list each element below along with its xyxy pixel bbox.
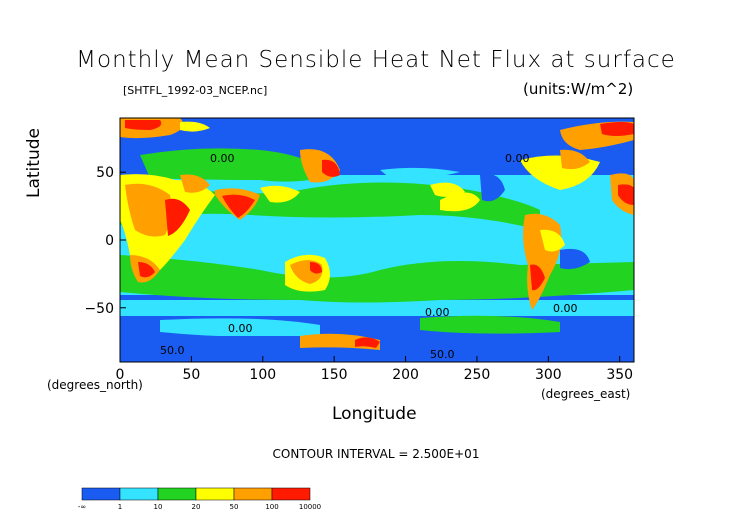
- colorbar-label: 10: [154, 503, 163, 511]
- x-tick-label: 350: [606, 367, 633, 383]
- axis-ticks: 0 50 100 150 200 250 300 350 −50 0 50: [84, 165, 633, 383]
- contour-label: 0.00: [505, 152, 530, 165]
- colorbar-label: 10000: [299, 503, 321, 511]
- contour-label: 0.00: [425, 306, 450, 319]
- colorbar-label: 1: [118, 503, 122, 511]
- chart-title: Monthly Mean Sensible Heat Net Flux at s…: [76, 47, 676, 73]
- y-tick-label: 0: [105, 233, 114, 249]
- x-axis-label: Longitude: [332, 404, 417, 424]
- y-axis-label: Latitude: [24, 128, 44, 198]
- y-tick-label: 50: [96, 165, 114, 181]
- x-units-label: (degrees_east): [541, 387, 631, 401]
- file-label: [SHTFL_1992-03_NCEP.nc]: [123, 84, 268, 97]
- colorbar-label: 20: [192, 503, 201, 511]
- flux-field: [120, 118, 634, 362]
- units-label: (units:W/m^2): [523, 80, 634, 98]
- x-tick-label: 50: [182, 367, 200, 383]
- x-tick-label: 150: [321, 367, 348, 383]
- contour-label: 50.0: [430, 348, 455, 361]
- colorbar: -∞ 1 10 20 50 100 10000: [78, 487, 321, 511]
- y-tick-label: −50: [84, 301, 114, 317]
- colorbar-label: 50: [230, 503, 239, 511]
- contour-interval: CONTOUR INTERVAL = 2.500E+01: [272, 447, 480, 461]
- contour-label: 50.0: [160, 344, 185, 357]
- colorbar-swatch: [157, 487, 197, 501]
- x-tick-label: 0: [116, 367, 125, 383]
- x-tick-label: 200: [392, 367, 419, 383]
- colorbar-swatch: [195, 487, 235, 501]
- y-units-label: (degrees_north): [47, 378, 143, 392]
- colorbar-label: 100: [265, 503, 278, 511]
- x-tick-label: 300: [535, 367, 562, 383]
- x-tick-label: 250: [464, 367, 491, 383]
- colorbar-label: -∞: [78, 503, 86, 511]
- x-tick-label: 100: [249, 367, 276, 383]
- colorbar-swatch: [81, 487, 121, 501]
- contour-label: 0.00: [228, 322, 253, 335]
- colorbar-swatch: [233, 487, 273, 501]
- colorbar-swatch: [119, 487, 159, 501]
- colorbar-swatch: [271, 487, 311, 501]
- contour-label: 0.00: [210, 152, 235, 165]
- contour-label: 0.00: [553, 302, 578, 315]
